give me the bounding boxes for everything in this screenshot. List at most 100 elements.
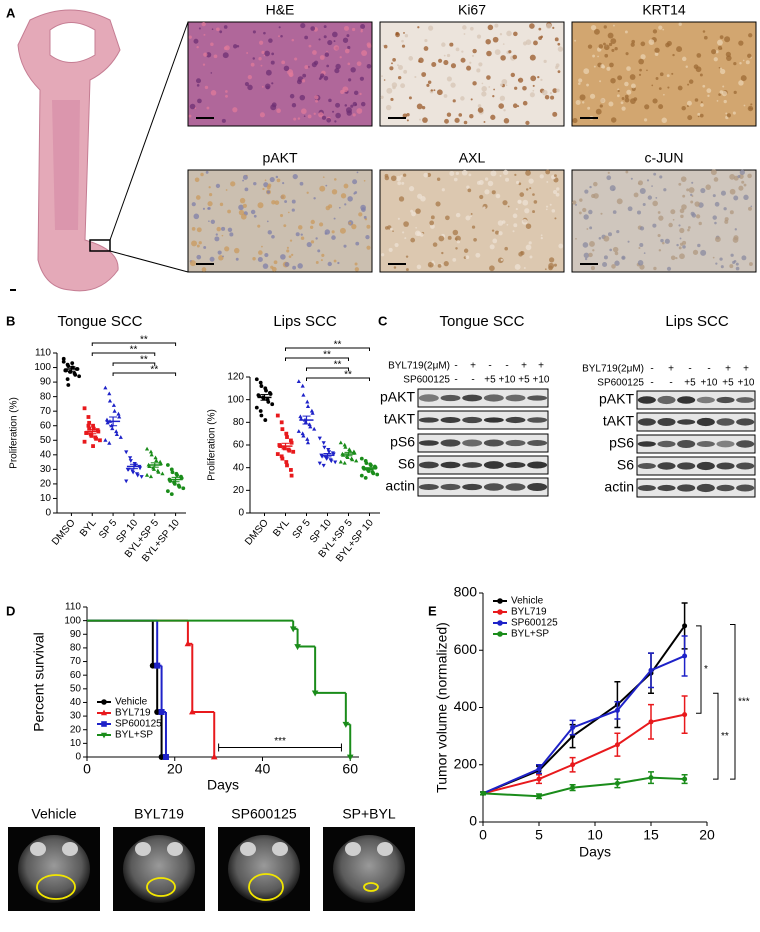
cell — [361, 207, 366, 212]
cell — [216, 226, 221, 232]
band — [505, 394, 526, 402]
cell — [593, 65, 596, 68]
data-point — [131, 470, 136, 475]
band — [736, 462, 755, 470]
strip — [636, 412, 756, 432]
cell — [331, 235, 336, 240]
band — [657, 462, 676, 470]
cell — [469, 114, 474, 119]
cell — [588, 209, 593, 215]
data-point — [170, 470, 175, 475]
cell — [719, 68, 726, 75]
significance-label: ** — [323, 350, 331, 361]
cell — [676, 243, 679, 247]
cell — [724, 217, 729, 222]
data-point — [86, 415, 91, 419]
panel-label: C — [378, 313, 388, 328]
cell — [188, 35, 192, 39]
significance-label: *** — [274, 736, 286, 747]
cell — [589, 185, 592, 189]
cell — [446, 76, 452, 82]
data-point — [144, 472, 150, 477]
cell — [416, 264, 422, 270]
data-point — [354, 458, 359, 463]
tile — [379, 21, 565, 127]
cell — [443, 261, 449, 267]
cell — [677, 85, 683, 91]
cell — [253, 181, 257, 186]
dose-label: - — [454, 361, 457, 372]
data-point — [258, 380, 263, 385]
cell — [499, 33, 503, 36]
cell — [553, 263, 557, 267]
cell — [208, 186, 211, 189]
band — [505, 416, 526, 424]
strip — [417, 477, 549, 497]
cell — [616, 198, 623, 205]
cell — [500, 55, 506, 61]
cell — [720, 265, 724, 269]
cell — [679, 242, 684, 246]
cell — [273, 260, 278, 265]
x-tick-label: 20 — [167, 761, 183, 777]
cell — [640, 41, 646, 47]
cell — [747, 53, 752, 58]
cell — [326, 50, 328, 53]
cell — [289, 93, 295, 99]
cell — [607, 232, 613, 237]
band — [527, 395, 548, 401]
cell — [714, 201, 720, 207]
cell — [688, 79, 694, 84]
cell — [455, 247, 458, 250]
data-point — [284, 431, 289, 436]
cell — [587, 106, 591, 110]
cell — [421, 72, 427, 77]
data-point — [321, 463, 326, 468]
significance-bracket — [306, 377, 370, 381]
band — [637, 396, 656, 404]
cell — [609, 185, 616, 192]
cell — [210, 42, 214, 47]
cell — [406, 119, 409, 122]
cell — [390, 97, 394, 102]
dose-label: +5 — [722, 378, 734, 389]
cell — [599, 104, 603, 108]
cell — [589, 93, 596, 99]
cell — [557, 70, 561, 74]
data-point — [148, 474, 154, 479]
treatment-name: BYL719(2μM) — [388, 361, 450, 372]
data-point — [280, 456, 285, 461]
cell — [298, 225, 303, 230]
cell — [344, 203, 347, 206]
data-point — [65, 377, 70, 382]
dose-label: - — [454, 375, 457, 386]
y-tick-label: 80 — [233, 417, 245, 428]
cell — [463, 33, 466, 35]
cell — [263, 182, 269, 188]
cell — [532, 193, 535, 196]
cell — [740, 75, 747, 82]
cell — [405, 255, 409, 258]
cell — [202, 207, 205, 210]
data-point — [312, 426, 317, 431]
cell — [210, 72, 213, 74]
band — [637, 441, 656, 447]
cell — [626, 89, 632, 95]
histology-image — [379, 21, 565, 127]
data-point — [128, 459, 133, 463]
cell — [208, 220, 210, 222]
cell — [672, 53, 675, 57]
data-point — [275, 413, 280, 418]
cell — [598, 44, 604, 49]
cell — [397, 75, 402, 80]
cell — [681, 105, 686, 111]
cell — [398, 196, 405, 202]
cell — [639, 188, 646, 195]
data-point — [258, 409, 263, 413]
data-point — [287, 448, 292, 453]
cell — [356, 61, 362, 67]
cell — [593, 193, 599, 199]
cell — [494, 49, 501, 55]
data-point — [341, 452, 346, 457]
x-tick-label: 20 — [699, 827, 715, 843]
